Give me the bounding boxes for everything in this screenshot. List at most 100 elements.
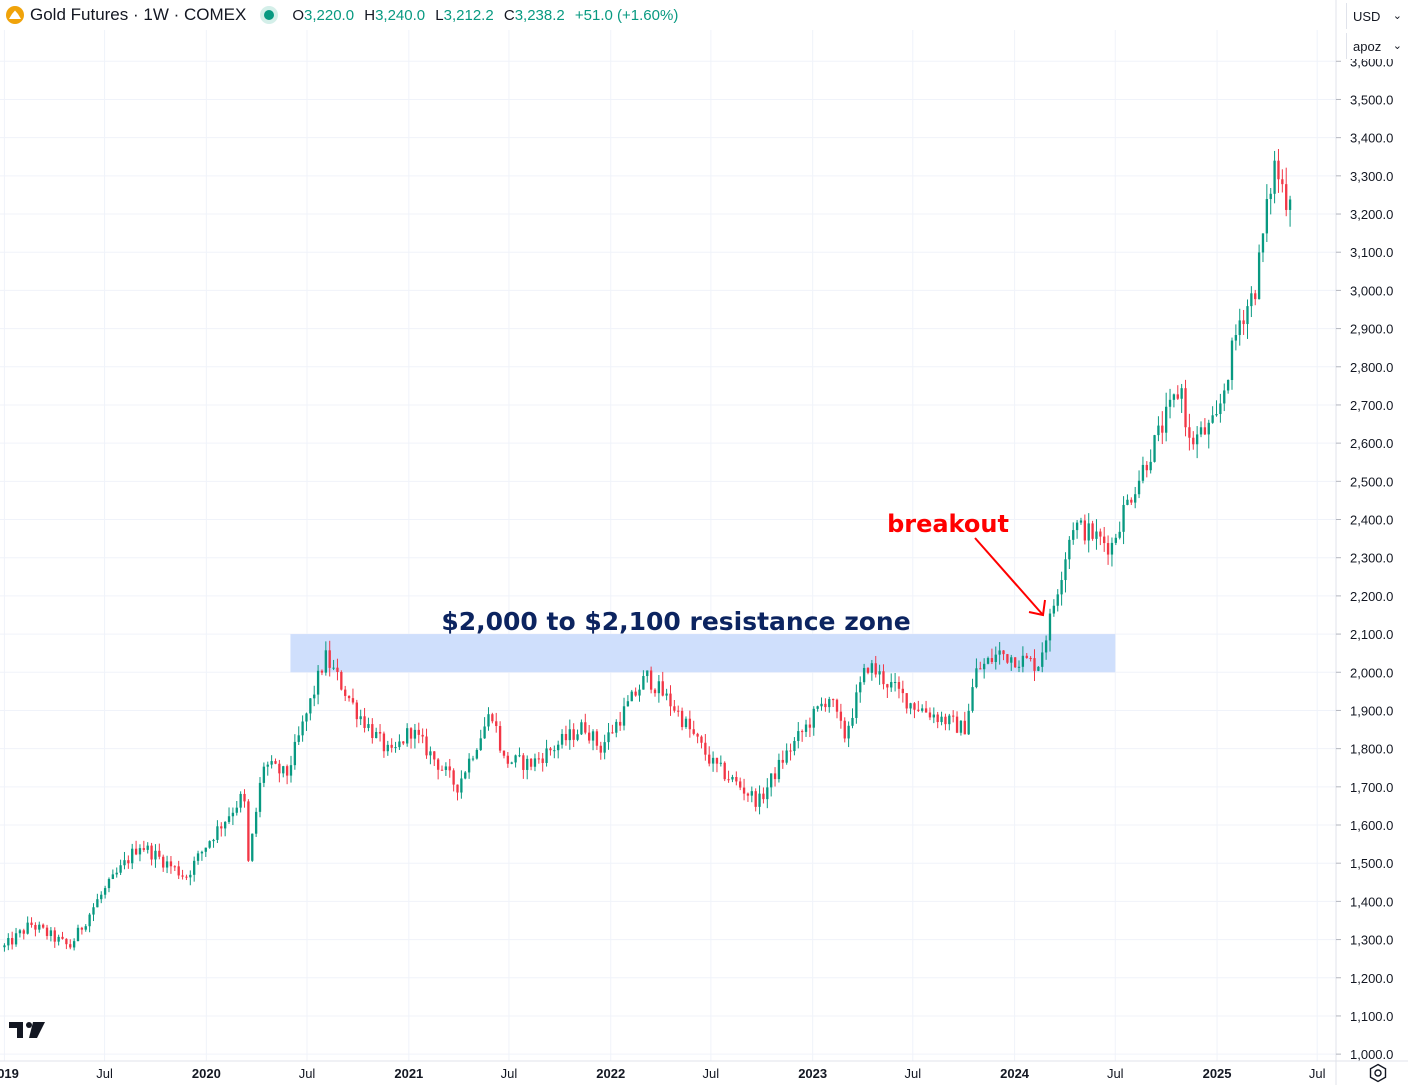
candle-body [154,850,157,860]
candle-body [320,670,324,673]
candle-body [49,930,53,936]
time-axis-tick-label: 2024 [1000,1066,1030,1081]
candle [84,924,87,932]
candle-body [367,724,370,728]
candle-body [1149,461,1152,471]
candle-body [165,861,169,868]
candle [1180,383,1183,413]
settings-hex-icon[interactable] [1368,1063,1388,1083]
candle [247,799,250,862]
candle [893,672,897,692]
candle [328,640,331,677]
candle [14,927,18,947]
candle [1037,666,1040,672]
symbol-header[interactable]: Gold Futures · 1W · COMEX O3,220.0 H3,24… [6,3,684,27]
candle [700,735,703,749]
candle [599,741,602,760]
resistance-zone-label: $2,000 to $2,100 resistance zone [441,607,910,636]
candle-body [797,731,800,741]
candle [773,767,777,787]
candle-body [909,703,912,709]
candle [483,717,486,739]
candle [262,762,266,788]
candle-body [355,702,358,720]
candle-body [998,650,1001,655]
candle-body [1180,388,1183,399]
candle [1149,449,1152,474]
candle [45,924,49,940]
candle-body [711,757,715,764]
candle-body [1095,531,1098,539]
candle [1234,324,1238,351]
candle-body [529,758,533,767]
candle [789,743,792,761]
candle-body [417,729,420,735]
candle [816,705,819,712]
candle-body [704,742,707,755]
candle-body [7,938,10,946]
candle-body [901,688,904,694]
candle [3,943,6,952]
candle-body [61,936,64,939]
candle [173,865,176,872]
candle-body [928,712,932,718]
price-axis-tick-label: 2,500.0 [1350,474,1393,489]
candle-body [433,751,436,760]
candle-body [1029,657,1032,659]
candle-body [26,922,29,934]
candle-body [785,750,788,763]
candle-body [1211,415,1214,423]
candle-body [309,698,312,714]
candle-body [940,716,943,723]
candle [1226,379,1230,394]
candle-body [1010,657,1013,663]
low-label: L [435,6,444,24]
symbol-title[interactable]: Gold Futures · 1W · COMEX [30,5,247,24]
candle [572,723,575,748]
candle [467,753,471,779]
candle [243,789,246,808]
candle [309,698,312,721]
candle [1207,419,1210,449]
candle [952,710,955,723]
tradingview-logo-icon[interactable] [9,1020,47,1040]
candle-body [510,762,513,764]
candle [460,770,463,799]
candle-body [731,776,734,780]
candle-body [979,668,982,670]
candle-body [11,938,14,945]
currency-select[interactable]: USD ⌄ [1346,3,1408,29]
candle [7,933,10,951]
candle-body [278,763,281,774]
candle-body [243,793,246,802]
candle [347,695,351,702]
candle-body [84,926,87,930]
candle [886,683,889,698]
candle [1184,379,1187,437]
time-axis-tick-label: Jul [299,1066,316,1081]
unit-select[interactable]: apoz ⌄ [1346,33,1408,59]
candle [1141,456,1145,484]
candle [103,885,107,899]
candle-body [874,663,877,675]
candle [417,722,420,744]
candle [142,840,145,852]
candle [72,938,76,951]
candle [57,934,60,946]
candle [1006,653,1009,664]
candle [436,757,440,780]
candle [870,659,874,681]
candle [1277,149,1280,193]
candle [382,731,386,758]
candle [998,642,1001,665]
candle [1052,599,1056,617]
candle-body [793,740,796,752]
candle [855,684,858,724]
candle-body [80,927,84,930]
candle-body [162,856,165,868]
candle [1041,642,1044,673]
candle [1060,571,1063,606]
candle [371,718,374,744]
candle [564,725,568,746]
